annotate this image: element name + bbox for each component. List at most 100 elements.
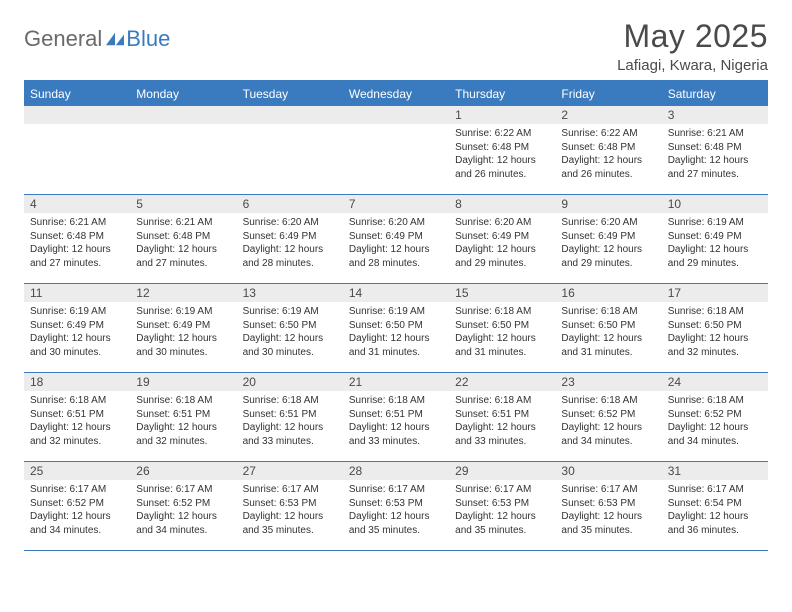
day-info: Sunrise: 6:19 AMSunset: 6:49 PMDaylight:… [24,302,130,363]
day-info: Sunrise: 6:20 AMSunset: 6:49 PMDaylight:… [449,213,555,274]
calendar-cell: 13 Sunrise: 6:19 AMSunset: 6:50 PMDayligh… [237,284,343,372]
day-info: Sunrise: 6:21 AMSunset: 6:48 PMDaylight:… [662,124,768,185]
day-number-bar: 13 [237,284,343,302]
day-number-bar: 8 [449,195,555,213]
calendar-cell: 17Sunrise: 6:18 AMSunset: 6:50 PMDayligh… [662,284,768,372]
day-number-bar: 11 [24,284,130,302]
brand-part1: General [24,26,102,52]
weekday-header: Tuesday [237,82,343,106]
day-number: 30 [555,464,574,478]
day-number-bar: 26 [130,462,236,480]
weekday-header: Saturday [662,82,768,106]
day-info: Sunrise: 6:18 AMSunset: 6:51 PMDaylight:… [130,391,236,452]
calendar-cell: 24Sunrise: 6:18 AMSunset: 6:52 PMDayligh… [662,373,768,461]
calendar-week-row: 11Sunrise: 6:19 AMSunset: 6:49 PMDayligh… [24,284,768,373]
day-info: Sunrise: 6:19 AMSunset: 6:50 PMDaylight:… [237,302,343,363]
day-number-bar: 27 [237,462,343,480]
day-number: 23 [555,375,574,389]
day-info: Sunrise: 6:18 AMSunset: 6:51 PMDaylight:… [449,391,555,452]
day-info: Sunrise: 6:17 AMSunset: 6:52 PMDaylight:… [130,480,236,541]
day-number: 19 [130,375,149,389]
day-info: Sunrise: 6:21 AMSunset: 6:48 PMDaylight:… [130,213,236,274]
day-info: Sunrise: 6:17 AMSunset: 6:53 PMDaylight:… [449,480,555,541]
day-number-bar: 10 [662,195,768,213]
day-info: Sunrise: 6:17 AMSunset: 6:54 PMDaylight:… [662,480,768,541]
day-number: 9 [555,197,568,211]
day-info: Sunrise: 6:19 AMSunset: 6:49 PMDaylight:… [662,213,768,274]
day-info: Sunrise: 6:22 AMSunset: 6:48 PMDaylight:… [449,124,555,185]
day-info: Sunrise: 6:19 AMSunset: 6:50 PMDaylight:… [343,302,449,363]
calendar-cell: 22Sunrise: 6:18 AMSunset: 6:51 PMDayligh… [449,373,555,461]
day-number: 18 [24,375,43,389]
day-number-bar: 2 [555,106,661,124]
day-number: 5 [130,197,143,211]
calendar-cell: 21Sunrise: 6:18 AMSunset: 6:51 PMDayligh… [343,373,449,461]
calendar-cell: 7Sunrise: 6:20 AMSunset: 6:49 PMDaylight… [343,195,449,283]
day-info: Sunrise: 6:17 AMSunset: 6:53 PMDaylight:… [343,480,449,541]
day-number-bar: 30 [555,462,661,480]
day-number-bar: 3 [662,106,768,124]
calendar-cell: 8 Sunrise: 6:20 AMSunset: 6:49 PMDaylight… [449,195,555,283]
calendar-cell: 23Sunrise: 6:18 AMSunset: 6:52 PMDayligh… [555,373,661,461]
calendar-week-row: 18 Sunrise: 6:18 AMSunset: 6:51 PMDayligh… [24,373,768,462]
calendar-cell: 14 Sunrise: 6:19 AMSunset: 6:50 PMDayligh… [343,284,449,372]
calendar-cell: 6Sunrise: 6:20 AMSunset: 6:49 PMDaylight… [237,195,343,283]
day-number-bar: 28 [343,462,449,480]
calendar-cell: 5 Sunrise: 6:21 AMSunset: 6:48 PMDaylight… [130,195,236,283]
calendar-week-row: 1Sunrise: 6:22 AMSunset: 6:48 PMDaylight… [24,106,768,195]
calendar-cell: 31Sunrise: 6:17 AMSunset: 6:54 PMDayligh… [662,462,768,550]
day-number: 7 [343,197,356,211]
day-number: 6 [237,197,250,211]
calendar-cell: 26Sunrise: 6:17 AMSunset: 6:52 PMDayligh… [130,462,236,550]
day-number-bar: 29 [449,462,555,480]
day-number-bar [24,106,130,124]
day-number-bar [343,106,449,124]
day-number: 17 [662,286,681,300]
calendar-cell: 25Sunrise: 6:17 AMSunset: 6:52 PMDayligh… [24,462,130,550]
day-info: Sunrise: 6:19 AMSunset: 6:49 PMDaylight:… [130,302,236,363]
day-info: Sunrise: 6:18 AMSunset: 6:50 PMDaylight:… [555,302,661,363]
day-number: 3 [662,108,675,122]
weekday-header: Friday [555,82,661,106]
day-number-bar: 1 [449,106,555,124]
calendar-cell: 10 Sunrise: 6:19 AMSunset: 6:49 PMDayligh… [662,195,768,283]
calendar-cell [237,106,343,194]
day-number: 13 [237,286,256,300]
day-number: 8 [449,197,462,211]
day-number-bar: 23 [555,373,661,391]
calendar-cell: 4Sunrise: 6:21 AMSunset: 6:48 PMDaylight… [24,195,130,283]
calendar-cell: 3 Sunrise: 6:21 AMSunset: 6:48 PMDaylight… [662,106,768,194]
calendar-cell [343,106,449,194]
calendar-cell: 28 Sunrise: 6:17 AMSunset: 6:53 PMDayligh… [343,462,449,550]
location-subtitle: Lafiagi, Kwara, Nigeria [617,57,768,74]
calendar-cell: 19 Sunrise: 6:18 AMSunset: 6:51 PMDayligh… [130,373,236,461]
day-number: 2 [555,108,568,122]
day-info: Sunrise: 6:21 AMSunset: 6:48 PMDaylight:… [24,213,130,274]
day-number-bar: 15 [449,284,555,302]
day-number-bar: 22 [449,373,555,391]
day-number-bar: 9 [555,195,661,213]
day-number-bar: 6 [237,195,343,213]
day-number-bar [237,106,343,124]
day-number-bar [130,106,236,124]
day-number: 29 [449,464,468,478]
day-number-bar: 7 [343,195,449,213]
calendar-cell: 16Sunrise: 6:18 AMSunset: 6:50 PMDayligh… [555,284,661,372]
day-number-bar: 5 [130,195,236,213]
day-info: Sunrise: 6:18 AMSunset: 6:51 PMDaylight:… [24,391,130,452]
brand-logo: General Blue [24,18,170,52]
weekday-header: Wednesday [343,82,449,106]
day-number: 14 [343,286,362,300]
day-number: 27 [237,464,256,478]
sail-icon [106,32,124,46]
day-number-bar: 18 [24,373,130,391]
day-number: 10 [662,197,681,211]
day-info: Sunrise: 6:18 AMSunset: 6:51 PMDaylight:… [237,391,343,452]
day-number: 28 [343,464,362,478]
weekday-header: Monday [130,82,236,106]
calendar-document: General Blue May 2025 Lafiagi, Kwara, Ni… [0,0,792,561]
day-number: 21 [343,375,362,389]
day-info: Sunrise: 6:18 AMSunset: 6:50 PMDaylight:… [449,302,555,363]
calendar-week-row: 4Sunrise: 6:21 AMSunset: 6:48 PMDaylight… [24,195,768,284]
calendar-week-row: 25Sunrise: 6:17 AMSunset: 6:52 PMDayligh… [24,462,768,551]
